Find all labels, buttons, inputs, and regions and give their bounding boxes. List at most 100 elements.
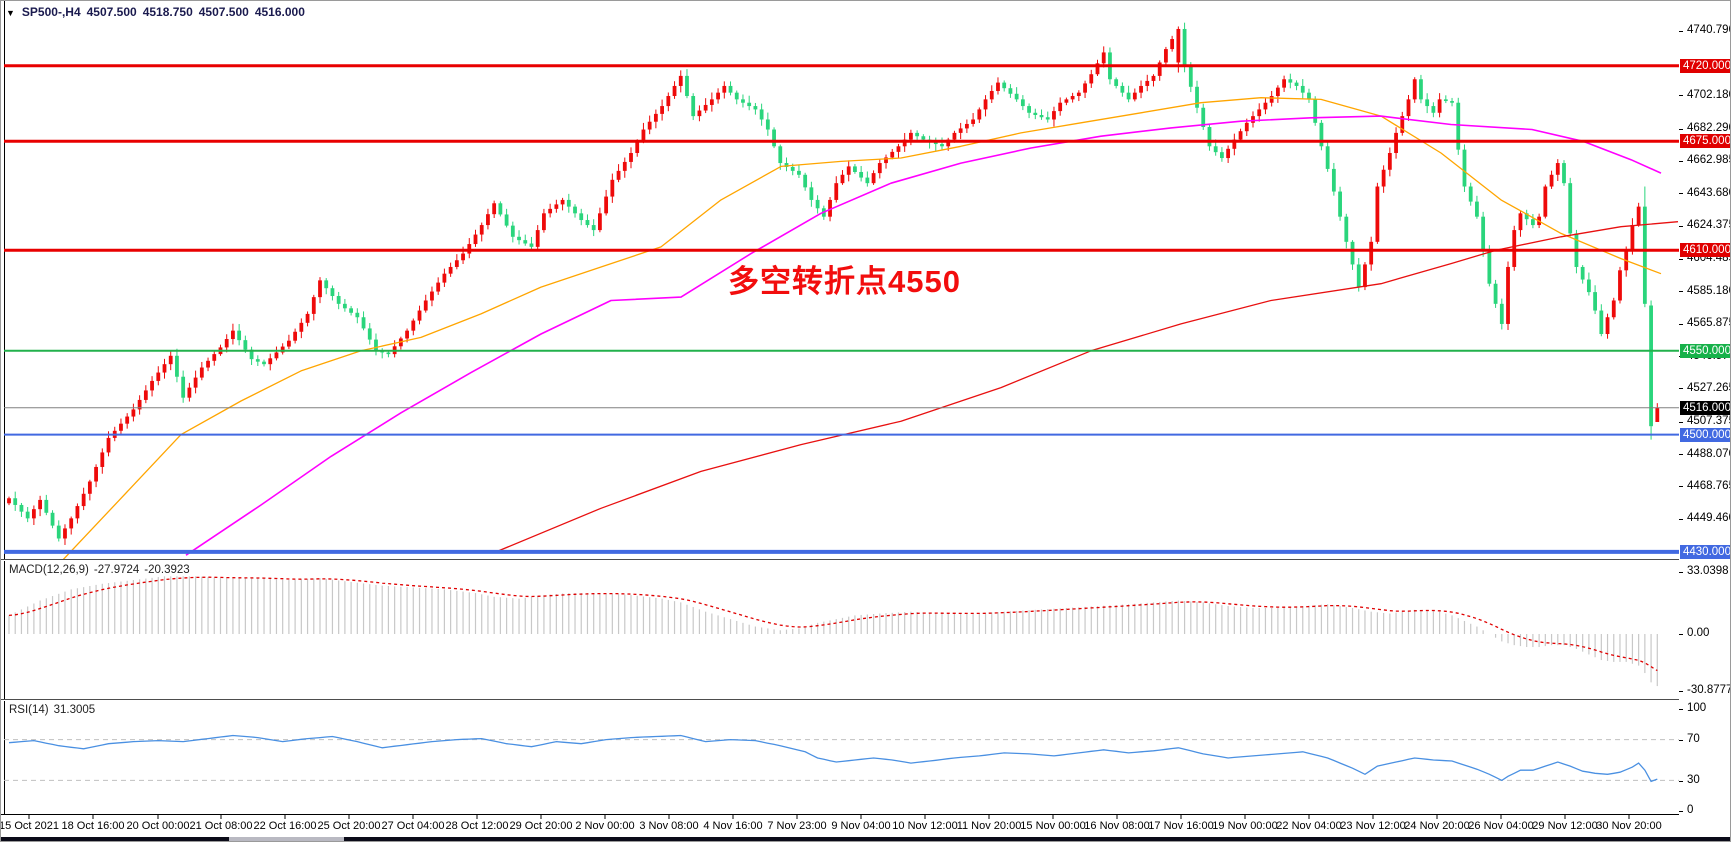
rsi-plot[interactable] <box>1 701 1679 814</box>
price-tick-label: 4449.460 <box>1687 512 1731 525</box>
macd-panel[interactable]: MACD(12,26,9) -27.9724 -20.3923 <box>1 561 1679 699</box>
price-tick-mark <box>1679 225 1683 227</box>
rsi-tick-mark <box>1679 739 1683 741</box>
price-chart-panel[interactable]: ▼ SP500-,H4 4507.500 4518.750 4507.500 4516.0… <box>1 1 1679 559</box>
time-label: 29 Nov 12:00 <box>1532 820 1598 832</box>
price-tick-label: 4527.265 <box>1687 381 1731 394</box>
time-label: 28 Oct 12:00 <box>445 820 509 832</box>
price-tick-label: 4624.375 <box>1687 219 1731 232</box>
rsi-label: RSI(14) 31.3005 <box>9 704 100 716</box>
time-label: 10 Nov 12:00 <box>892 820 958 832</box>
ma-mid-magenta <box>185 115 1662 556</box>
time-label: 2 Nov 00:00 <box>575 820 635 832</box>
macd-tick-label: 0.00 <box>1687 627 1710 639</box>
time-label: 30 Nov 20:00 <box>1596 820 1662 832</box>
time-label: 29 Oct 20:00 <box>509 820 573 832</box>
rsi-name: RSI(14) <box>9 704 49 716</box>
price-tick-label: 4740.790 <box>1687 24 1731 36</box>
price-tick-mark <box>1679 160 1683 162</box>
time-axis[interactable]: 15 Oct 2021 18 Oct 16:00 20 Oct 00:00 21 Oc… <box>1 815 1679 837</box>
time-label: 16 Nov 08:00 <box>1084 820 1150 832</box>
price-tick-mark <box>1679 388 1683 390</box>
macd-tick-mark <box>1679 633 1683 635</box>
price-tick-mark <box>1679 291 1683 293</box>
price-tick-label: 4585.180 <box>1687 284 1731 297</box>
rsi-tick-label: 100 <box>1687 702 1707 714</box>
price-badge-4675.000: 4675.000 <box>1680 134 1730 149</box>
price-tick-mark <box>1679 323 1683 325</box>
macd-name: MACD(12,26,9) <box>9 564 89 576</box>
rsi-value: 31.3005 <box>53 704 96 716</box>
annotation-text[interactable]: 多空转折点4550 <box>728 264 961 299</box>
panel-separator[interactable] <box>1 699 1730 700</box>
rsi-tick-label: 70 <box>1687 733 1700 745</box>
time-label: 4 Nov 16:00 <box>703 820 763 832</box>
horizontal-scrollbar[interactable] <box>1 837 1730 841</box>
price-tick-label: 4468.765 <box>1687 479 1731 492</box>
macd-signal-line <box>8 576 1658 672</box>
ohlc-open: 4507.500 <box>86 5 137 19</box>
ma-fast-orange <box>62 97 1662 559</box>
macd-histogram <box>8 576 1658 687</box>
time-label: 15 Nov 00:00 <box>1020 820 1086 832</box>
macd-plot[interactable] <box>1 561 1679 699</box>
price-tick-label: 4662.985 <box>1687 154 1731 167</box>
scrollbar-thumb[interactable] <box>229 837 344 841</box>
price-tick-label: 4488.070 <box>1687 447 1731 460</box>
ma-slow-red <box>495 221 1679 553</box>
macd-tick-mark <box>1679 690 1683 692</box>
macd-tick-mark <box>1679 571 1683 573</box>
macd-label: MACD(12,26,9) -27.9724 -20.3923 <box>9 564 195 576</box>
price-tick-mark <box>1679 30 1683 32</box>
rsi-tick-label: 0 <box>1687 804 1694 816</box>
symbol-timeframe-label: SP500-,H4 <box>21 5 81 19</box>
time-label: 21 Oct 08:00 <box>189 820 253 832</box>
panel-separator[interactable] <box>1 559 1730 560</box>
time-label: 24 Nov 20:00 <box>1404 820 1470 832</box>
time-label: 20 Oct 00:00 <box>126 820 190 832</box>
price-tick-mark <box>1679 193 1683 195</box>
price-tick-label: 4702.180 <box>1687 88 1731 101</box>
price-tick-mark <box>1679 518 1683 520</box>
time-label: 23 Nov 12:00 <box>1340 820 1406 832</box>
rsi-tick-mark <box>1679 708 1683 710</box>
rsi-tick-mark <box>1679 780 1683 782</box>
macd-signal-value: -20.3923 <box>144 564 190 576</box>
price-badge-4610.000: 4610.000 <box>1680 243 1730 258</box>
time-label: 27 Oct 04:00 <box>381 820 445 832</box>
price-badge-4500.000: 4500.000 <box>1680 427 1730 442</box>
price-badge-4516.000: 4516.000 <box>1680 400 1730 415</box>
price-tick-mark <box>1679 421 1683 423</box>
price-tick-label: 4643.680 <box>1687 186 1731 199</box>
macd-tick-label: -30.8777 <box>1687 684 1731 696</box>
symbol-dropdown-icon[interactable]: ▼ <box>6 8 15 18</box>
price-tick-mark <box>1679 454 1683 456</box>
price-tick-mark <box>1679 128 1683 130</box>
ohlc-high: 4518.750 <box>142 5 193 19</box>
price-tick-label: 4507.375 <box>1687 415 1731 428</box>
time-label: 26 Nov 04:00 <box>1468 820 1534 832</box>
time-label: 22 Oct 16:00 <box>253 820 317 832</box>
rsi-tick-mark <box>1679 810 1683 812</box>
price-badge-4430.000: 4430.000 <box>1680 544 1730 559</box>
time-label: 15 Oct 2021 <box>0 820 59 832</box>
chart-title: ▼ SP500-,H4 4507.500 4518.750 4507.500 4516.0… <box>6 5 311 19</box>
time-label: 25 Oct 20:00 <box>317 820 381 832</box>
time-label: 3 Nov 08:00 <box>639 820 699 832</box>
price-tick-mark <box>1679 258 1683 260</box>
price-tick-label: 4682.290 <box>1687 122 1731 135</box>
time-label: 17 Nov 16:00 <box>1148 820 1214 832</box>
price-badge-4550.000: 4550.000 <box>1680 343 1730 358</box>
price-axis[interactable]: 4740.790 4702.180 4682.290 4662.985 4643.680… <box>1679 1 1731 837</box>
ohlc-low: 4507.500 <box>198 5 249 19</box>
rsi-line <box>8 734 1658 783</box>
rsi-panel[interactable]: RSI(14) 31.3005 <box>1 701 1679 814</box>
rsi-tick-label: 30 <box>1687 774 1700 786</box>
time-label: 19 Nov 00:00 <box>1212 820 1278 832</box>
time-label: 11 Nov 20:00 <box>956 820 1022 832</box>
candlestick-plot[interactable] <box>1 1 1679 559</box>
time-axis-ticks <box>28 815 1630 819</box>
time-axis-border <box>1 814 1730 815</box>
time-label: 22 Nov 04:00 <box>1276 820 1342 832</box>
